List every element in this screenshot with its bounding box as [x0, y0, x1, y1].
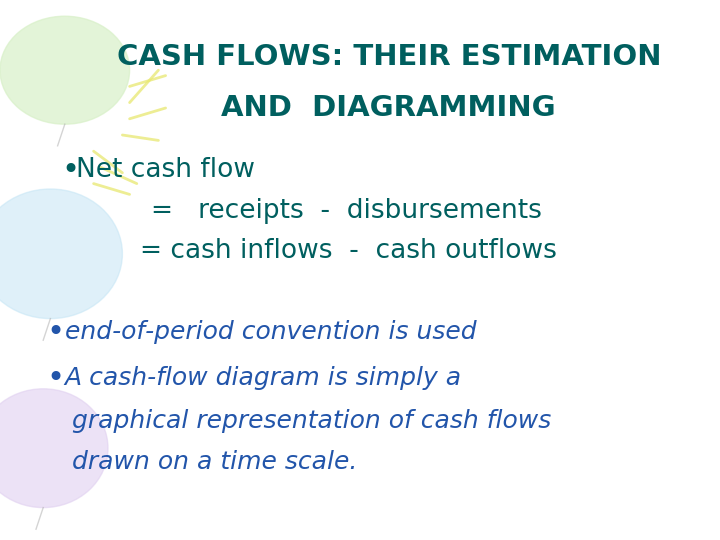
Text: CASH FLOWS: THEIR ESTIMATION: CASH FLOWS: THEIR ESTIMATION [117, 43, 661, 71]
Text: AND  DIAGRAMMING: AND DIAGRAMMING [222, 94, 556, 122]
Text: A cash‐flow diagram is simply a: A cash‐flow diagram is simply a [65, 366, 462, 390]
Text: Net cash flow: Net cash flow [76, 157, 255, 183]
Text: •: • [47, 318, 65, 347]
Text: graphical representation of cash flows: graphical representation of cash flows [72, 409, 552, 433]
Text: •: • [61, 156, 79, 185]
Ellipse shape [0, 16, 130, 124]
Ellipse shape [0, 389, 108, 508]
Text: =   receipts  -  disbursements: = receipts - disbursements [151, 198, 542, 224]
Text: = cash inflows  -  cash outflows: = cash inflows - cash outflows [140, 238, 557, 264]
Ellipse shape [0, 189, 122, 319]
Text: •: • [47, 363, 65, 393]
Text: drawn on a time scale.: drawn on a time scale. [72, 450, 357, 474]
Text: end‐of‐period convention is used: end‐of‐period convention is used [65, 320, 477, 344]
